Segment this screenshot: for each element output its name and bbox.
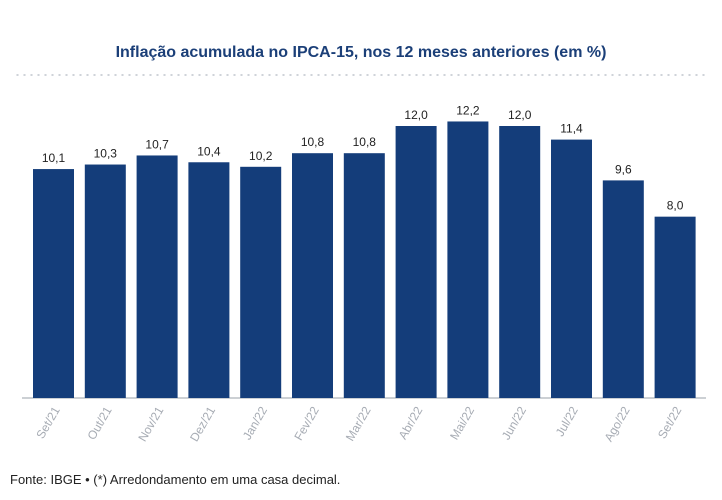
x-tick-label: Abr/22 — [396, 404, 426, 442]
x-tick-label: Ago/22 — [601, 404, 632, 444]
value-label: 12,2 — [456, 103, 480, 117]
value-label: 11,4 — [560, 122, 583, 136]
value-label: 12,0 — [404, 108, 428, 122]
bar-set-21 — [33, 169, 74, 398]
x-tick-label: Jan/22 — [240, 404, 270, 442]
value-label: 10,8 — [353, 135, 377, 149]
value-label: 10,1 — [42, 151, 66, 165]
bar-abr-22 — [395, 126, 437, 398]
bar-dez-21 — [188, 162, 230, 398]
bar-mar-22 — [343, 153, 385, 398]
dotted-divider — [14, 74, 708, 76]
bar-mai-22 — [447, 121, 489, 398]
x-tick-label: Set/22 — [655, 404, 685, 441]
bar-jan-22 — [240, 166, 282, 398]
x-tick-label: Mar/22 — [343, 404, 374, 444]
x-tick-label: Mai/22 — [447, 404, 477, 442]
value-label: 10,3 — [94, 147, 118, 161]
bar-nov-21 — [136, 155, 178, 398]
bar-jul-22 — [551, 139, 592, 398]
bar-ago-22 — [602, 180, 644, 398]
x-tick-label: Jul/22 — [553, 404, 581, 439]
value-label: 10,8 — [301, 135, 325, 149]
x-tick-label: Fev/22 — [291, 404, 322, 443]
bar-fev-22 — [292, 153, 333, 398]
value-label: 9,6 — [615, 162, 632, 176]
value-label: 12,0 — [508, 108, 532, 122]
value-label: 10,2 — [249, 149, 273, 163]
bar-out-21 — [84, 164, 126, 398]
value-label: 8,0 — [667, 199, 684, 213]
x-tick-label: Out/21 — [85, 404, 115, 442]
bar-set-22 — [654, 216, 696, 398]
value-label: 10,4 — [197, 144, 221, 158]
bar-jun-22 — [499, 126, 541, 398]
x-tick-label: Nov/21 — [135, 404, 166, 444]
chart-title: Inflação acumulada no IPCA-15, nos 12 me… — [115, 44, 607, 61]
source-footnote: Fonte: IBGE • (*) Arredondamento em uma … — [10, 472, 341, 487]
value-label: 10,7 — [145, 137, 169, 151]
x-tick-label: Dez/21 — [187, 404, 218, 444]
x-tick-label: Jun/22 — [499, 404, 529, 442]
x-tick-label: Set/21 — [33, 404, 63, 441]
